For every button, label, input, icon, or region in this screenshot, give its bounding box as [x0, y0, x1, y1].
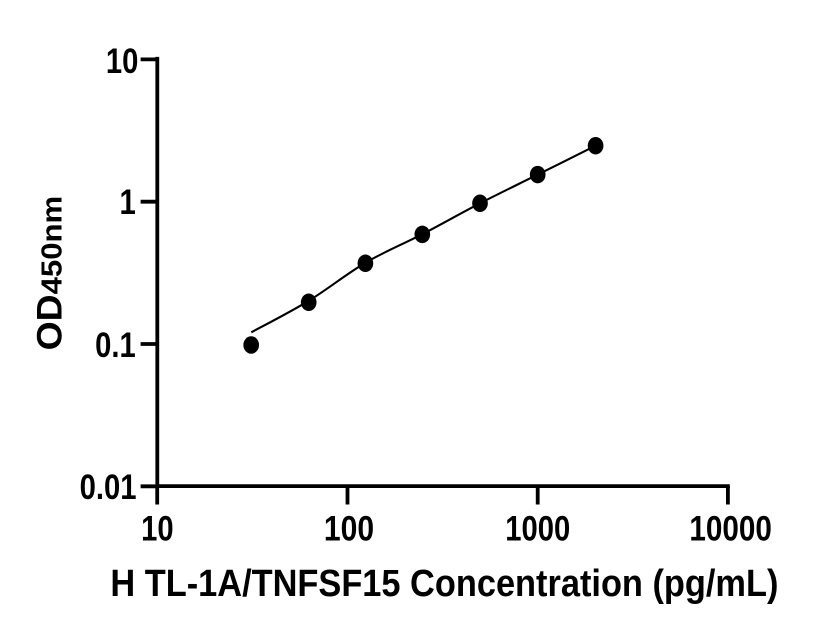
svg-text:10000: 10000 — [689, 510, 772, 549]
svg-text:0.1: 0.1 — [95, 326, 136, 365]
svg-text:OD: OD — [30, 294, 69, 350]
svg-text:100: 100 — [324, 510, 374, 549]
svg-text:1000: 1000 — [505, 510, 570, 549]
svg-text:10: 10 — [106, 42, 139, 81]
svg-text:450nm: 450nm — [36, 196, 68, 295]
svg-text:H TL-1A/TNFSF15 Concentration: H TL-1A/TNFSF15 Concentration (pg/mL) — [110, 563, 778, 605]
svg-text:0.01: 0.01 — [80, 468, 137, 507]
svg-text:1: 1 — [120, 183, 136, 222]
svg-text:10: 10 — [141, 510, 174, 549]
